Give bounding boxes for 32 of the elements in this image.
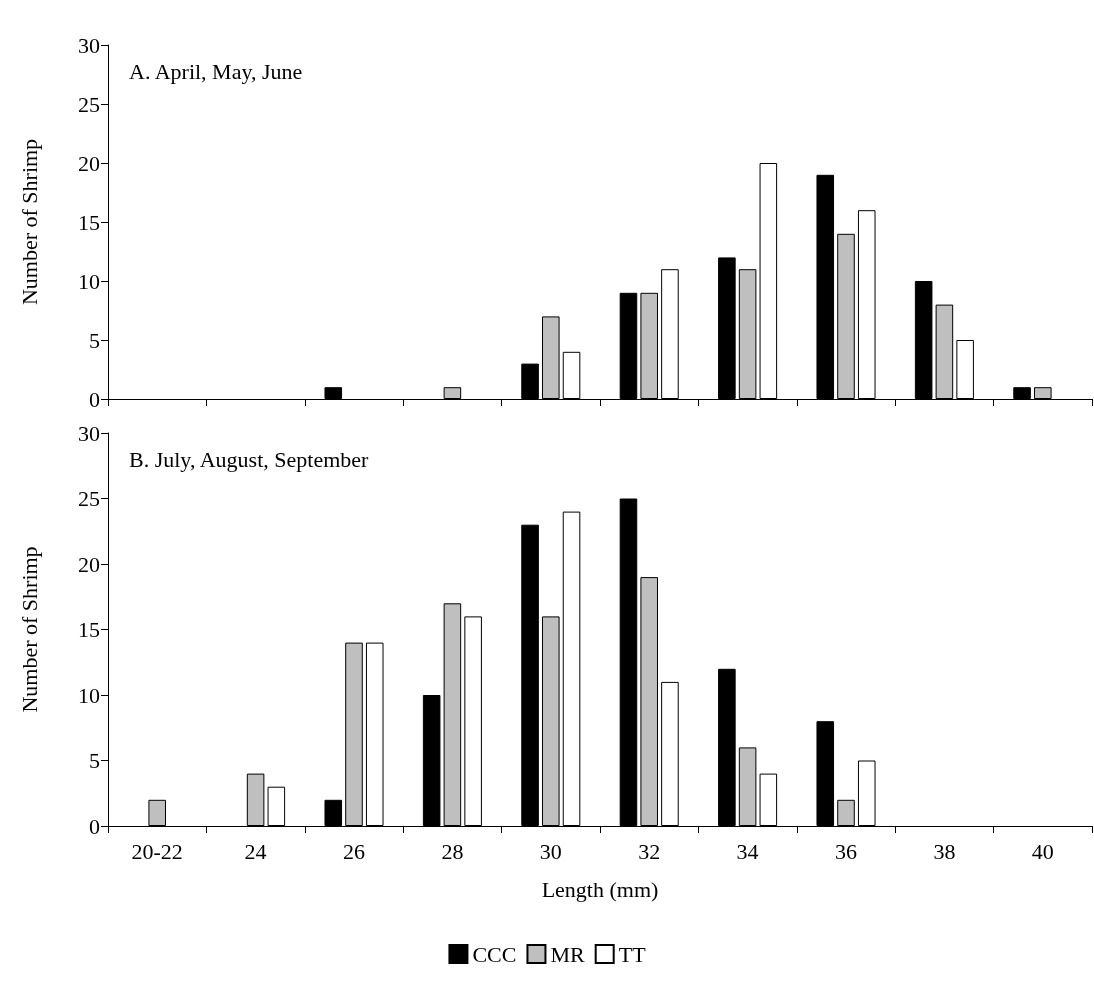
y-tick-label: 30 (78, 420, 100, 446)
x-tick-label: 30 (539, 838, 562, 864)
y-tick-label: 15 (78, 209, 100, 235)
x-tick-label: 20-22 (131, 838, 183, 864)
legend-label: CCC (472, 941, 517, 967)
y-tick-label: 0 (89, 386, 100, 412)
y-tick-label: 5 (89, 327, 100, 353)
y-tick-label: 20 (78, 150, 100, 176)
y-tick-label: 10 (78, 682, 100, 708)
text: A. April, May, June (129, 58, 303, 84)
x-tick-label: 38 (933, 838, 956, 864)
y-tick-label: 15 (78, 617, 100, 642)
x-tick-label: 32 (638, 838, 661, 864)
y-tick-label: 20 (78, 551, 100, 577)
text: B. July, August, September (129, 446, 370, 472)
y-tick-label: 10 (78, 268, 100, 294)
x-tick-label: 36 (835, 838, 857, 864)
x-tick-label: 24 (244, 838, 267, 864)
y-tick-label: 25 (78, 486, 100, 511)
y-tick-label: 30 (78, 32, 100, 58)
y-tick-label: 25 (78, 91, 100, 117)
x-tick-label: 28 (441, 838, 464, 864)
legend-label: MR (550, 941, 586, 967)
y-axis-title: Number of Shrimp (16, 546, 42, 713)
y-axis-title: Number of Shrimp (16, 138, 42, 306)
y-tick-label: 0 (89, 813, 100, 839)
y-tick-label: 5 (89, 748, 100, 773)
x-tick-label: 40 (1031, 838, 1054, 864)
legend-label: TT (618, 941, 647, 967)
x-axis-title: Length (mm) (541, 876, 659, 902)
x-tick-label: 34 (736, 838, 759, 864)
x-tick-label: 26 (343, 838, 365, 864)
